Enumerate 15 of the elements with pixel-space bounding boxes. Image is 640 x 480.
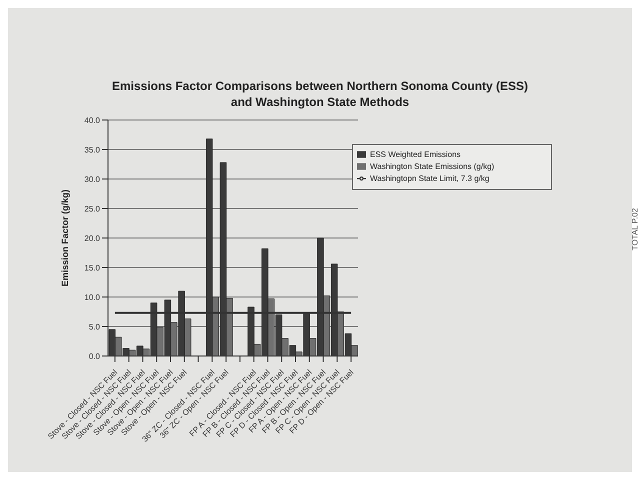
y-tick-label: 35.0 bbox=[84, 145, 101, 154]
y-tick-label: 0.0 bbox=[88, 352, 101, 361]
y-tick-label: 25.0 bbox=[84, 204, 101, 214]
legend-label: Washington State Emissions (g/kg) bbox=[370, 162, 494, 171]
y-tick-label: 10.0 bbox=[84, 292, 101, 302]
legend-label: ESS Weighted Emissions bbox=[370, 150, 461, 159]
y-tick-label: 5.0 bbox=[88, 322, 101, 332]
y-tick-label: 40.0 bbox=[84, 116, 101, 125]
y-axis-title: Emission Factor (g/kg) bbox=[60, 189, 70, 287]
y-tick-label: 15.0 bbox=[84, 263, 101, 272]
y-tick-label: 30.0 bbox=[84, 174, 101, 184]
text: TOTAL P.02 bbox=[630, 208, 639, 250]
chart-title: Emissions Factor Comparisons between Northern Sonoma County (ESS) and Washington State Methods bbox=[110, 78, 530, 110]
y-tick-label: 20.0 bbox=[84, 234, 101, 243]
legend-label: Washingtopn State Limit, 7.3 g/kg bbox=[370, 174, 490, 183]
